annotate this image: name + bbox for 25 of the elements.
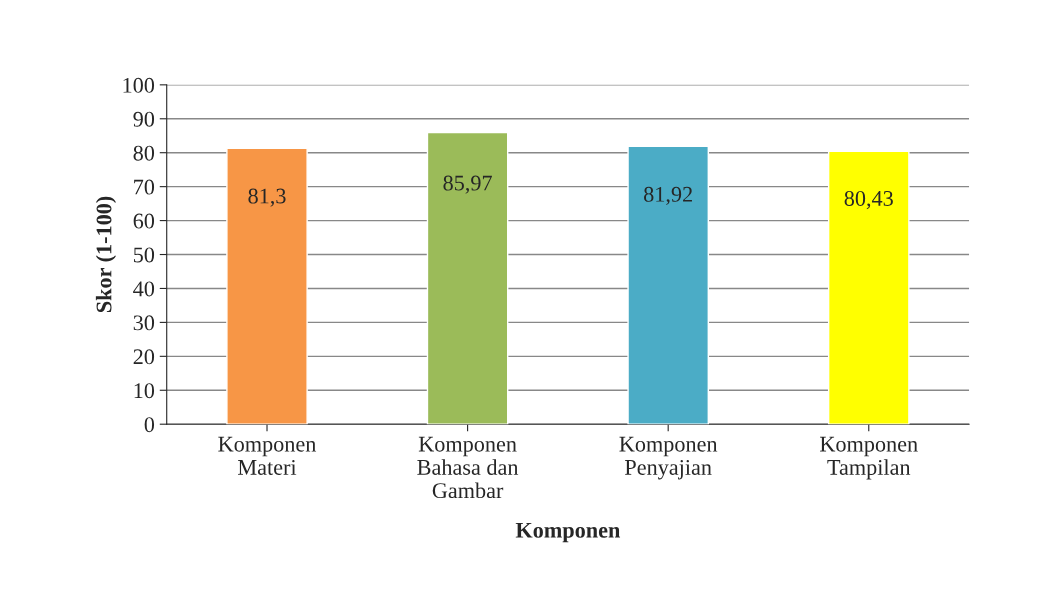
x-tick-label: Komponen Bahasa dan Gambar	[417, 436, 519, 499]
y-tick-label: 90	[133, 111, 155, 127]
x-tick-label: Komponen Tampilan	[820, 436, 918, 480]
y-tick-label: 60	[133, 213, 155, 229]
data-label: 81,3	[248, 188, 286, 207]
data-label: 81,92	[644, 186, 692, 205]
y-tick-label: 70	[134, 179, 155, 195]
y-tick-label: 20	[133, 349, 155, 365]
x-tick-label: Komponen Penyajian	[619, 436, 718, 480]
y-tick-label: 30	[133, 315, 155, 331]
bar	[426, 131, 509, 425]
bar	[627, 145, 709, 425]
y-axis-title: Skor (1-100)	[95, 196, 117, 313]
bar	[226, 147, 308, 425]
y-tick-label: 0	[144, 417, 155, 433]
x-tick-label: Komponen Materi	[218, 436, 317, 475]
y-tick-label: 10	[134, 383, 155, 399]
x-axis-title: Komponen	[515, 522, 621, 543]
y-tick-label: 100	[123, 77, 155, 93]
data-label: 80,43	[844, 190, 893, 210]
bar	[827, 150, 910, 425]
y-tick-label: 80	[133, 145, 155, 161]
y-tick-label: 50	[133, 247, 155, 263]
y-tick-label: 40	[133, 281, 155, 297]
data-label: 85,97	[443, 175, 492, 194]
